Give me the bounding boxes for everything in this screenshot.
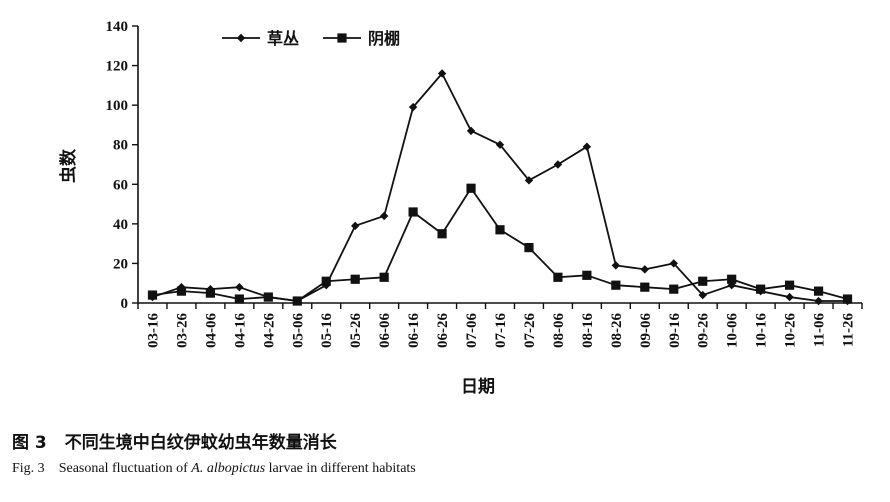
data-point bbox=[176, 286, 187, 296]
y-axis: 0 20 40 60 80 100 120 140 bbox=[106, 19, 139, 312]
data-point bbox=[408, 102, 418, 112]
x-tick-label: 09-16 bbox=[667, 313, 683, 348]
x-tick-label: 08-06 bbox=[551, 313, 567, 348]
figure-number-en: Fig. 3 bbox=[12, 461, 45, 476]
x-tick-label: 09-26 bbox=[696, 313, 712, 348]
data-point bbox=[813, 286, 824, 296]
data-point bbox=[756, 284, 766, 294]
legend-label: 草丛 bbox=[267, 30, 299, 48]
data-point bbox=[640, 265, 649, 274]
data-point bbox=[785, 292, 794, 302]
data-point bbox=[495, 140, 505, 149]
series-layer bbox=[147, 69, 853, 306]
data-point bbox=[582, 270, 592, 280]
legend-marker bbox=[236, 33, 246, 43]
data-point bbox=[727, 280, 736, 290]
y-tick-label: 20 bbox=[113, 256, 128, 272]
data-point bbox=[582, 142, 592, 151]
data-point bbox=[669, 259, 678, 268]
x-tick-label: 03-26 bbox=[174, 313, 190, 348]
x-tick-label: 08-16 bbox=[580, 313, 596, 348]
caption-text-part-1: Seasonal fluctuation of bbox=[58, 461, 192, 476]
figure-caption-english: Fig. 3 Seasonal fluctuation of A. albopic… bbox=[12, 461, 416, 477]
data-point bbox=[147, 290, 158, 300]
data-point bbox=[842, 294, 853, 304]
caption-text-part-2: larvae in different habitats bbox=[265, 461, 416, 476]
x-axis: 03-16 03-26 04-06 04-16 04-26 05-06 05-16 05-26… bbox=[137, 302, 863, 348]
x-tick-label: 03-16 bbox=[145, 313, 161, 348]
data-point bbox=[321, 276, 331, 286]
x-tick-label: 07-06 bbox=[464, 313, 480, 348]
caption-title-zh: 不同生境中白纹伊蚊幼虫年数量消长 bbox=[64, 433, 337, 453]
data-point bbox=[669, 284, 679, 294]
x-tick-label: 10-26 bbox=[783, 313, 799, 348]
x-tick-label: 11-06 bbox=[812, 313, 828, 348]
x-tick-label: 04-16 bbox=[232, 313, 248, 348]
y-tick-label: 0 bbox=[121, 296, 129, 312]
data-point bbox=[727, 274, 737, 284]
figure-caption-chinese: 图 3 不同生境中白纹伊蚊幼虫年数量消长 bbox=[12, 428, 337, 453]
x-tick-label: 08-26 bbox=[609, 313, 625, 348]
x-tick-label: 11-26 bbox=[841, 313, 857, 348]
data-point bbox=[379, 272, 389, 282]
x-tick-label: 10-16 bbox=[754, 313, 770, 348]
x-tick-label: 05-06 bbox=[290, 313, 306, 348]
x-tick-label: 06-26 bbox=[435, 313, 451, 348]
y-tick-label: 100 bbox=[106, 98, 129, 114]
data-point bbox=[292, 296, 302, 306]
series-line bbox=[152, 72, 848, 302]
data-point bbox=[437, 69, 447, 78]
x-tick-label: 06-06 bbox=[377, 313, 393, 348]
figure-number-zh: 图 3 bbox=[12, 433, 47, 453]
data-point bbox=[408, 207, 418, 217]
data-point bbox=[263, 292, 273, 302]
series-1 bbox=[148, 69, 852, 306]
x-tick-label: 10-06 bbox=[725, 313, 741, 348]
x-tick-label: 05-26 bbox=[348, 313, 364, 348]
data-point bbox=[466, 183, 476, 193]
data-point bbox=[235, 282, 244, 292]
data-point bbox=[611, 261, 621, 270]
series-line bbox=[152, 187, 848, 302]
data-point bbox=[524, 176, 534, 185]
data-point bbox=[785, 280, 795, 290]
data-point bbox=[205, 288, 215, 298]
y-tick-label: 80 bbox=[113, 138, 128, 154]
data-point bbox=[495, 225, 505, 235]
data-point bbox=[524, 243, 534, 253]
y-tick-label: 60 bbox=[113, 177, 128, 193]
legend-label: 阴棚 bbox=[368, 29, 400, 48]
data-point bbox=[379, 211, 389, 221]
data-point bbox=[234, 294, 244, 304]
y-tick-label: 140 bbox=[106, 19, 129, 35]
y-tick-label: 120 bbox=[106, 59, 129, 75]
data-point bbox=[350, 274, 360, 284]
data-point bbox=[466, 126, 476, 136]
data-point bbox=[698, 290, 707, 300]
data-point bbox=[351, 221, 360, 231]
x-tick-label: 04-06 bbox=[203, 313, 219, 348]
x-tick-label: 06-16 bbox=[406, 313, 422, 348]
x-tick-label: 05-16 bbox=[319, 313, 335, 348]
series-2 bbox=[147, 183, 853, 306]
y-tick-label: 40 bbox=[113, 217, 128, 233]
x-tick-label: 07-26 bbox=[522, 313, 538, 348]
caption-genus: A. bbox=[191, 461, 204, 476]
x-tick-label: 07-16 bbox=[493, 313, 509, 348]
x-tick-label: 04-26 bbox=[261, 313, 277, 348]
data-point bbox=[698, 276, 708, 286]
caption-species: albopictus bbox=[206, 461, 266, 476]
legend-marker bbox=[337, 33, 347, 43]
x-axis-title: 日期 bbox=[461, 377, 495, 396]
data-point bbox=[640, 282, 650, 292]
data-point bbox=[814, 296, 823, 306]
legend: 草丛 阴棚 bbox=[222, 29, 400, 48]
y-axis-title: 虫数 bbox=[58, 148, 78, 183]
data-point bbox=[553, 160, 563, 169]
data-point bbox=[611, 280, 621, 290]
data-point bbox=[553, 272, 563, 282]
data-point bbox=[437, 229, 447, 239]
x-tick-label: 09-06 bbox=[638, 313, 654, 348]
